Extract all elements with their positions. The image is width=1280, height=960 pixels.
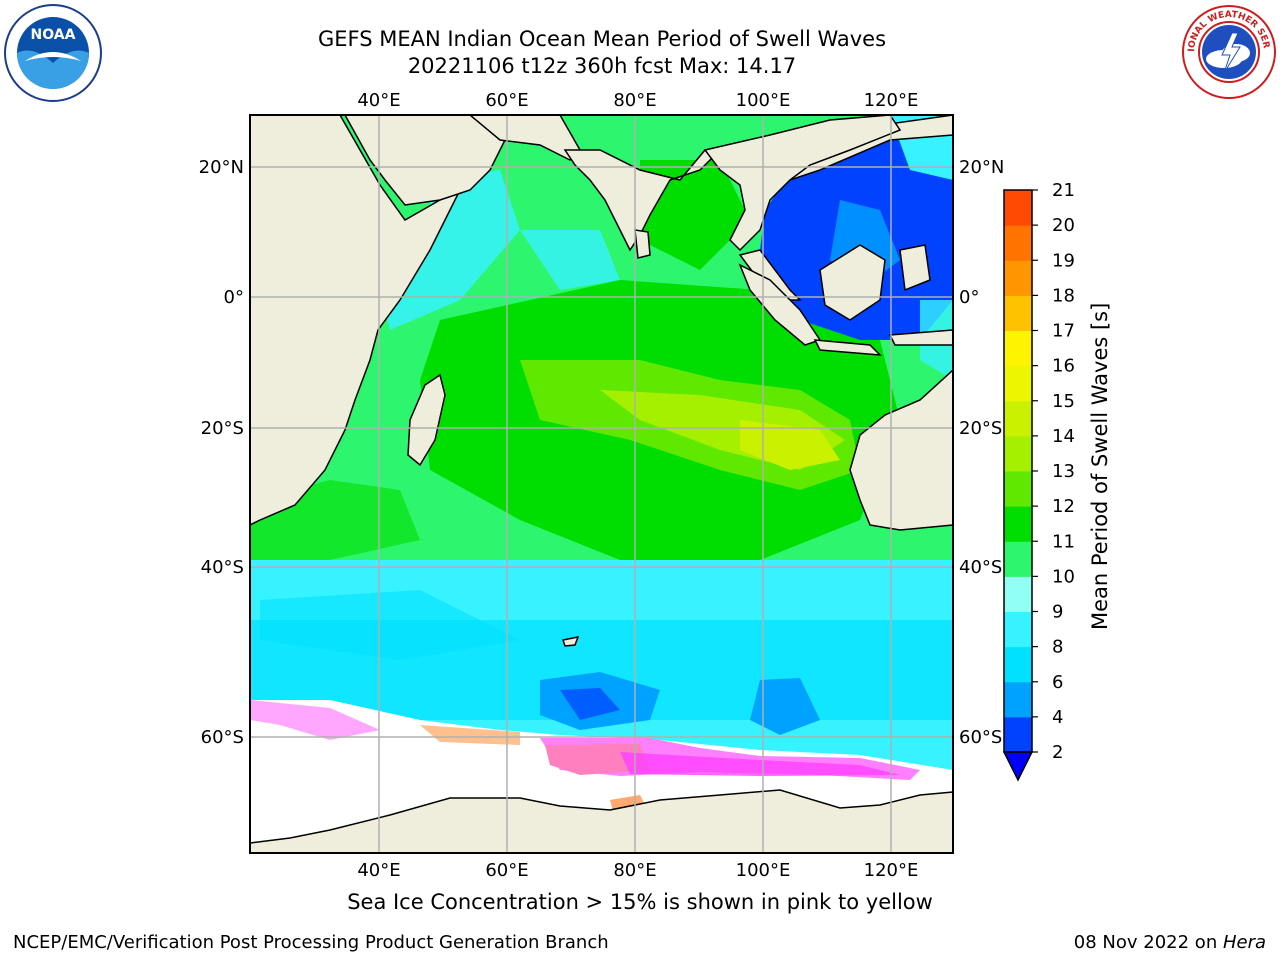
colorbar-segment xyxy=(1004,365,1032,402)
colorbar-segment xyxy=(1004,506,1032,542)
lat-label-left: 20°S xyxy=(201,418,244,439)
colorbar-tick-label: 14 xyxy=(1052,426,1075,447)
lat-label-left: 60°S xyxy=(201,727,244,748)
lon-label-bottom: 60°E xyxy=(485,860,528,881)
map-subtitle: 20221106 t12z 360h fcst Max: 14.17 xyxy=(407,54,797,78)
colorbar-under-arrow xyxy=(1002,751,1034,782)
footer-date: 08 Nov 2022 on Hera xyxy=(1073,932,1266,953)
lat-label-left: 0° xyxy=(224,287,244,308)
colorbar-tick-label: 18 xyxy=(1052,285,1075,306)
colorbar-segment xyxy=(1004,260,1032,296)
lon-label-bottom: 120°E xyxy=(864,860,919,881)
colorbar-tick-label: 9 xyxy=(1052,602,1063,623)
lon-label-top: 60°E xyxy=(485,90,528,111)
colorbar-tick-label: 11 xyxy=(1052,531,1075,552)
colorbar-tick-label: 21 xyxy=(1052,180,1075,201)
colorbar-label: Mean Period of Swell Waves [s] xyxy=(1088,302,1112,630)
colorbar-segment xyxy=(1004,541,1032,577)
colorbar-segment xyxy=(1004,646,1032,683)
colorbar-tick-label: 8 xyxy=(1052,637,1063,658)
colorbar-segment xyxy=(1004,330,1032,367)
footer-credit: NCEP/EMC/Verification Post Processing Pr… xyxy=(13,932,609,953)
colorbar-segment xyxy=(1004,225,1032,261)
colorbar-tick-label: 19 xyxy=(1052,250,1075,271)
colorbar-segment xyxy=(1004,716,1032,753)
noaa-logo: NOAA xyxy=(3,3,103,103)
lat-label-right: 0° xyxy=(959,287,979,308)
colorbar-tick-label: 6 xyxy=(1052,672,1063,693)
lon-label-top: 40°E xyxy=(357,90,400,111)
colorbar-tick-label: 10 xyxy=(1052,566,1075,587)
colorbar-segment xyxy=(1004,295,1032,331)
colorbar-segment xyxy=(1004,471,1032,507)
colorbar-segment xyxy=(1004,611,1032,648)
colorbar: 2 4 6 8 9 10 11 12 13 14 15 16 17 18 19 20 21 xyxy=(1002,180,1075,782)
colorbar-segment xyxy=(1004,681,1032,718)
svg-text:NOAA: NOAA xyxy=(31,27,76,43)
lon-label-top: 100°E xyxy=(736,90,791,111)
lon-label-bottom: 80°E xyxy=(613,860,656,881)
sea-ice-caption: Sea Ice Concentration > 15% is shown in … xyxy=(347,890,933,914)
colorbar-tick-label: 17 xyxy=(1052,321,1075,342)
footer-host: Hera xyxy=(1222,932,1266,953)
lat-label-right: 20°N xyxy=(959,157,1004,178)
lat-label-right: 20°S xyxy=(959,418,1002,439)
lat-label-right: 40°S xyxy=(959,557,1002,578)
colorbar-tick-label: 12 xyxy=(1052,496,1075,517)
colorbar-segment xyxy=(1004,400,1032,437)
map-title: GEFS MEAN Indian Ocean Mean Period of Sw… xyxy=(317,27,887,51)
lat-label-left: 40°S xyxy=(201,557,244,578)
national-weather-service-logo: NATIONAL WEATHER SERVICE xyxy=(1176,0,1278,101)
colorbar-tick-label: 13 xyxy=(1052,461,1075,482)
colorbar-segment xyxy=(1004,190,1032,226)
colorbar-tick-label: 20 xyxy=(1052,215,1075,236)
colorbar-tick-label: 16 xyxy=(1052,356,1075,377)
lon-label-top: 80°E xyxy=(613,90,656,111)
colorbar-tick-label: 15 xyxy=(1052,391,1075,412)
lon-label-top: 120°E xyxy=(864,90,919,111)
colorbar-segment xyxy=(1004,576,1032,612)
colorbar-tick-label: 2 xyxy=(1052,742,1063,763)
lat-label-left: 20°N xyxy=(199,157,244,178)
colorbar-segment xyxy=(1004,435,1032,472)
colorbar-tick-label: 4 xyxy=(1052,707,1063,728)
lon-label-bottom: 100°E xyxy=(736,860,791,881)
lat-label-right: 60°S xyxy=(959,727,1002,748)
lon-label-bottom: 40°E xyxy=(357,860,400,881)
